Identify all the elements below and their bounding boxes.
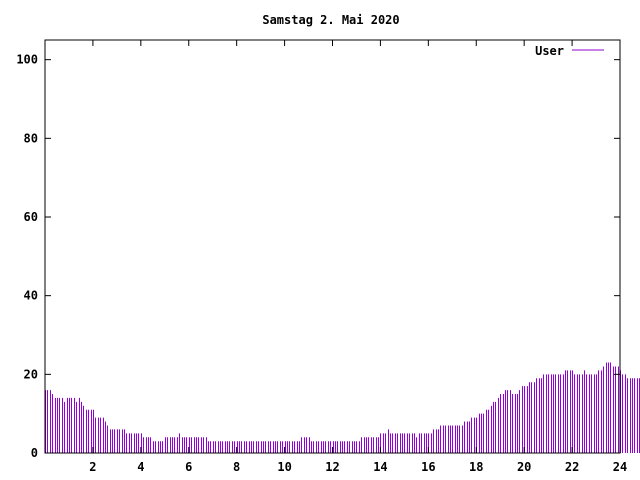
user-series-bars <box>45 362 640 453</box>
plot-frame <box>44 39 621 454</box>
x-tick-label: 22 <box>565 460 579 474</box>
x-tick-label: 20 <box>517 460 531 474</box>
legend-label-user: User <box>535 44 564 58</box>
y-tick-label: 40 <box>24 289 38 303</box>
x-tick-label: 16 <box>421 460 435 474</box>
x-tick-label: 14 <box>373 460 387 474</box>
y-tick-label: 60 <box>24 210 38 224</box>
x-axis: 2 4 6 8 10 12 14 16 18 20 22 24 <box>89 40 627 474</box>
x-tick-label: 2 <box>89 460 96 474</box>
x-tick-label: 10 <box>277 460 291 474</box>
y-tick-label: 100 <box>16 53 38 67</box>
chart-title: Samstag 2. Mai 2020 <box>262 13 399 27</box>
x-tick-label: 4 <box>137 460 144 474</box>
legend: User <box>535 44 604 58</box>
x-tick-label: 12 <box>325 460 339 474</box>
x-tick-label: 6 <box>185 460 192 474</box>
x-tick-label: 24 <box>613 460 627 474</box>
x-tick-label: 8 <box>233 460 240 474</box>
y-axis: 0 20 40 60 80 100 <box>16 53 620 460</box>
y-tick-label: 0 <box>31 446 38 460</box>
y-tick-label: 80 <box>24 131 38 145</box>
y-tick-label: 20 <box>24 367 38 381</box>
x-tick-label: 18 <box>469 460 483 474</box>
